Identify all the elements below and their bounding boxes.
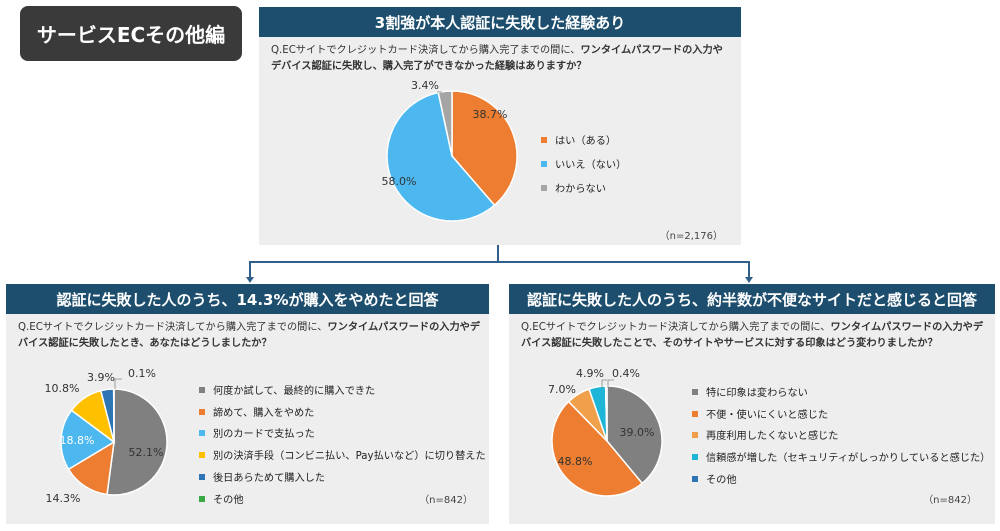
pie-slice-2 (551, 400, 644, 497)
question-prefix: Q.ECサイトでクレジットカード決済してから購入完了までの間に、 (521, 322, 831, 333)
connector-right (748, 261, 750, 278)
legend-item-5: その他 (692, 471, 737, 486)
legend-item-3: 別のカードで支払った (199, 425, 315, 440)
survey-question: Q.ECサイトでクレジットカード決済してから購入完了までの間に、ワンタイムパスワ… (18, 320, 481, 352)
connector-bar (250, 261, 749, 263)
slice-value-label: 18.8% (60, 434, 95, 447)
slice-value-label: 58.0% (382, 175, 417, 188)
legend-item-1: はい（ある） (541, 132, 616, 147)
slice-value-label: 39.0% (620, 426, 655, 439)
slice-value-label: 38.7% (473, 108, 508, 121)
legend-label: 後日あらためて購入した (213, 472, 326, 484)
pie-slice-3 (60, 409, 116, 471)
pie-chart: 38.7% 58.0% 3.4% (382, 79, 518, 222)
leader-line (601, 379, 607, 388)
sample-size: （n=2,176） (659, 231, 723, 242)
pie-slice-2 (386, 91, 496, 222)
panel-action-after-failure: 認証に失敗した人のうち、14.3%が購入をやめたと回答 Q.ECサイトでクレジッ… (6, 284, 489, 524)
survey-question: Q.ECサイトでクレジットカード決済してから購入完了までの間に、ワンタイムパスワ… (271, 43, 733, 75)
legend-label: その他 (213, 494, 244, 506)
slice-value-label: 4.9% (576, 367, 604, 380)
panel-auth-failure-experience: 3割強が本人認証に失敗した経験あり Q.ECサイトでクレジットカード決済してから… (259, 7, 741, 245)
slice-value-label: 14.3% (46, 492, 81, 505)
legend-swatch (692, 432, 698, 439)
legend-label: 不便・使いにくいと感じた (706, 409, 829, 421)
question-emphasis: ワンタイムパスワードの入力やデバイス認証に失敗し、購入完了ができなかった経験はあ… (271, 45, 723, 72)
arrow-left (246, 277, 254, 283)
legend-label: 諦めて、購入をやめた (213, 407, 315, 419)
survey-question: Q.ECサイトでクレジットカード決済してから購入完了までの間に、ワンタイムパスワ… (521, 320, 987, 352)
legend-label: 信頼感が増した（セキュリティがしっかりしていると感じた） (706, 453, 991, 465)
legend-item-4: 別の決済手段（コンビニ払い、Pay払いなど）に切り替えた (199, 447, 486, 462)
leader-line (607, 379, 614, 388)
question-prefix: Q.ECサイトでクレジットカード決済してから購入完了までの間に、 (271, 45, 581, 56)
legend-label: 別のカードで支払った (213, 429, 315, 441)
pie-chart: 52.1% 14.3% 18.8% 10.8% 3.9% 0.1% (45, 367, 168, 505)
pie-chart: 39.0% 48.8% 7.0%4.9% 0.4% (548, 367, 663, 497)
legend-item-2: 不便・使いにくいと感じた (692, 406, 828, 421)
legend-label: 別の決済手段（コンビニ払い、Pay払いなど）に切り替えた (213, 451, 486, 463)
legend-swatch (692, 454, 698, 461)
pie-slice-3 (437, 90, 453, 157)
legend-item-3: 再度利用したくないと感じた (692, 427, 838, 442)
slice-value-label: 10.8% (45, 382, 80, 395)
pie-slice-1 (606, 385, 663, 485)
legend-item-5: 後日あらためて購入した (199, 469, 325, 484)
legend-label: 何度か試して、最終的に購入できた (213, 386, 376, 397)
legend-swatch (199, 387, 205, 393)
legend-item-4: 信頼感が増した（セキュリティがしっかりしていると感じた） (692, 449, 990, 464)
legend-swatch (199, 473, 205, 480)
legend-item-1: 特に印象は変わらない (692, 384, 808, 399)
legend-item-1: 何度か試して、最終的に購入できた (199, 382, 375, 397)
connector-trunk (497, 245, 499, 262)
legend-label: いいえ（ない） (555, 160, 627, 171)
pie-slice-1 (451, 90, 518, 207)
panel-impression-change: 認証に失敗した人のうち、約半数が不便なサイトだと感じると回答 Q.ECサイトでク… (509, 284, 995, 524)
leader-line (114, 378, 122, 389)
legend-swatch (541, 137, 547, 143)
pie-slice-1 (106, 388, 168, 496)
legend-item-2: 諦めて、購入をやめた (199, 404, 314, 419)
question-emphasis: ワンタイムパスワードの入力やデバイス認証に失敗したことで、そのサイトやサービスに… (521, 322, 984, 349)
panel-title: 認証に失敗した人のうち、約半数が不便なサイトだと感じると回答 (509, 284, 995, 314)
legend-label: はい（ある） (555, 136, 617, 147)
legend-item-6: その他 (199, 491, 244, 506)
panel-title: 認証に失敗した人のうち、14.3%が購入をやめたと回答 (6, 284, 489, 314)
slice-value-label: 7.0% (548, 383, 576, 396)
slice-value-label: 0.4% (612, 367, 640, 380)
legend-swatch (692, 475, 698, 482)
slice-value-label: 3.9% (87, 371, 115, 384)
legend-swatch (541, 185, 547, 191)
pie-slice-5 (604, 385, 608, 442)
panel-title: 3割強が本人認証に失敗した経験あり (259, 7, 741, 37)
legend-swatch (692, 389, 698, 395)
legend-label: その他 (706, 474, 737, 486)
connector-left (249, 261, 251, 278)
legend-swatch (692, 410, 698, 417)
legend-label: 特に印象は変わらない (706, 388, 808, 399)
slice-value-label: 0.1% (128, 367, 156, 380)
legend-item-2: いいえ（ない） (541, 156, 626, 171)
legend-swatch (199, 408, 205, 415)
legend-swatch (199, 430, 205, 437)
category-badge: サービスECその他編 (20, 6, 242, 61)
arrow-right (745, 277, 753, 283)
slice-value-label: 3.4% (411, 79, 439, 92)
slice-value-label: 52.1% (129, 446, 164, 459)
slice-value-label: 48.8% (558, 455, 593, 468)
question-prefix: Q.ECサイトでクレジットカード決済してから購入完了までの間に、 (18, 322, 328, 333)
legend-label: わからない (555, 184, 606, 195)
legend-item-3: わからない (541, 180, 606, 195)
legend-label: 再度利用したくないと感じた (706, 431, 839, 443)
sample-size: （n=842） (419, 495, 473, 506)
sample-size: （n=842） (923, 495, 977, 506)
question-emphasis: ワンタイムパスワードの入力やデバイス認証に失敗したとき、あなたはどうしましたか？ (18, 322, 481, 349)
legend-swatch (199, 495, 205, 502)
legend-swatch (199, 452, 205, 459)
legend-swatch (541, 161, 547, 167)
